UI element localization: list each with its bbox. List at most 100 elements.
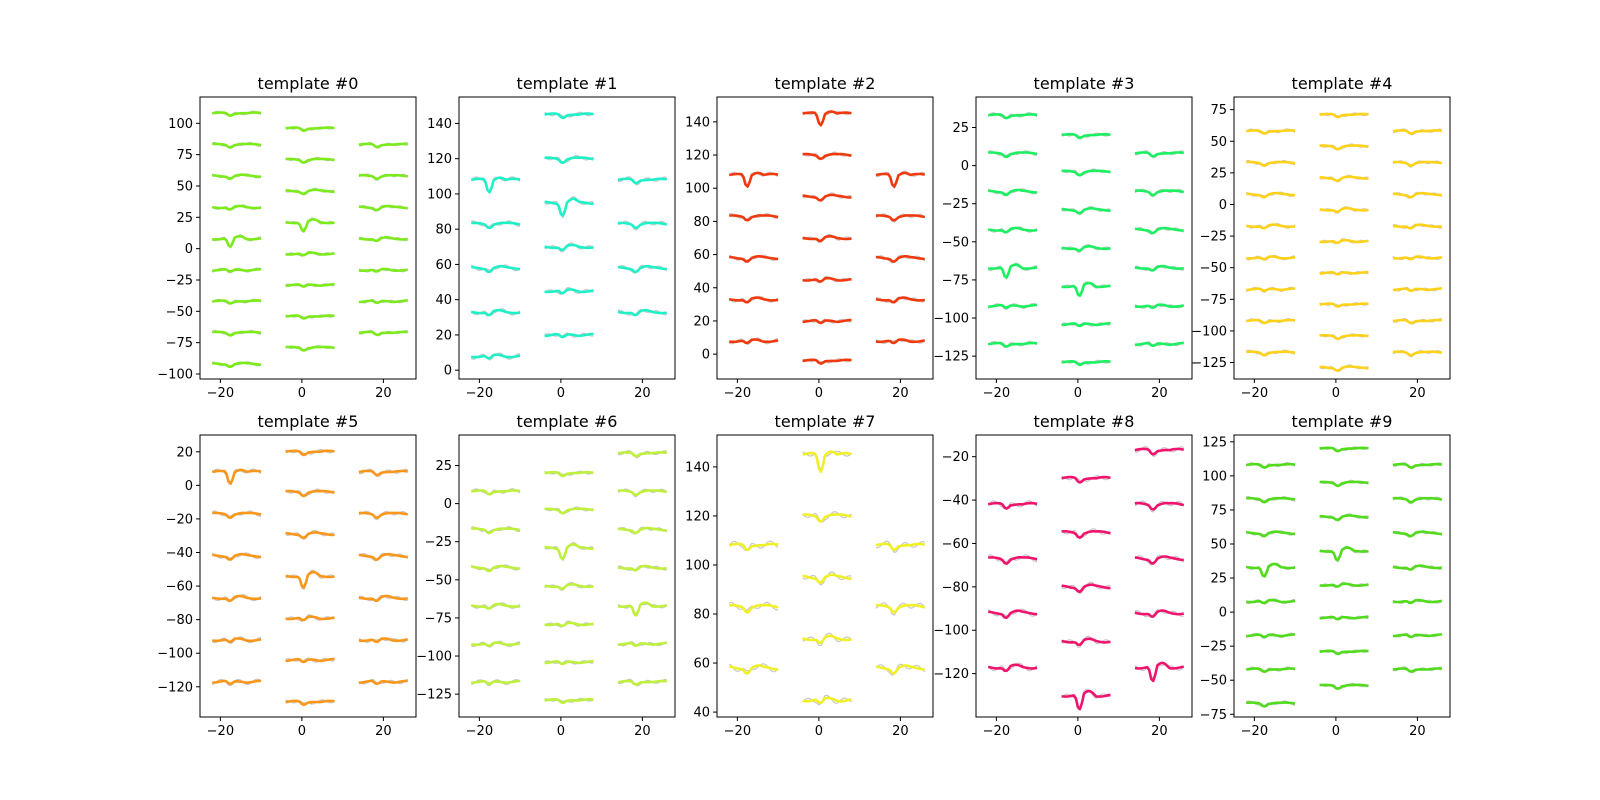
waveform-template-trace bbox=[1246, 462, 1296, 469]
waveform-template-trace bbox=[802, 276, 852, 283]
y-tick-label: 100 bbox=[685, 182, 710, 197]
waveform-template-trace bbox=[212, 299, 262, 305]
waveform-template-trace bbox=[1061, 245, 1111, 252]
axes-frame bbox=[199, 96, 417, 380]
waveform-template-trace bbox=[212, 552, 262, 561]
y-tick-label: 0 bbox=[1219, 606, 1227, 621]
waveform-template-trace bbox=[729, 664, 779, 675]
waveform-template-trace bbox=[1246, 562, 1296, 578]
waveform-template-trace bbox=[617, 526, 667, 535]
waveform-template-trace bbox=[617, 221, 668, 230]
waveform-template-trace bbox=[802, 193, 852, 202]
waveform-template-trace bbox=[1134, 609, 1184, 618]
x-tick-label: −20 bbox=[466, 724, 493, 739]
waveform-template-trace bbox=[471, 221, 521, 230]
waveform-template-trace bbox=[1134, 226, 1184, 235]
y-tick-label: −20 bbox=[166, 512, 193, 527]
waveform-sample-trace bbox=[875, 663, 926, 677]
waveform-template-trace bbox=[802, 152, 852, 161]
waveform-template-trace bbox=[1319, 144, 1369, 151]
y-tick-label: 100 bbox=[168, 117, 193, 132]
y-tick-label: 80 bbox=[693, 608, 710, 623]
waveform-template-trace bbox=[729, 254, 779, 263]
waveform-template-trace bbox=[729, 603, 779, 614]
waveform-template-trace bbox=[1392, 223, 1442, 230]
waveform-template-trace bbox=[617, 177, 667, 185]
waveform-template-trace bbox=[1134, 189, 1184, 197]
waveform-template-trace bbox=[1134, 264, 1184, 272]
waveform-template-trace bbox=[617, 601, 668, 617]
x-tick-label: 0 bbox=[557, 386, 565, 401]
y-tick-label: 75 bbox=[176, 148, 193, 163]
waveform-template-trace bbox=[1134, 661, 1185, 683]
waveform-template-trace bbox=[1392, 633, 1442, 639]
waveform-template-trace bbox=[471, 176, 521, 194]
subplot-2: template #2 −20 0 20 0 20 40 60 80 100 120 140 bbox=[685, 74, 934, 401]
waveform-template-trace bbox=[1392, 160, 1442, 167]
x-tick-label: 20 bbox=[1151, 724, 1168, 739]
waveform-template-trace bbox=[1246, 223, 1296, 230]
waveform-template-trace bbox=[1061, 207, 1111, 215]
waveform-sample-trace bbox=[1061, 688, 1111, 711]
y-tick-label: −25 bbox=[166, 273, 193, 288]
x-tick-label: −20 bbox=[1241, 386, 1268, 401]
subplot-title: template #2 bbox=[775, 74, 876, 93]
subplot-9: template #9 −20 0 20 −75 −50 −25 0 25 50 75 100 125 bbox=[1200, 412, 1451, 739]
y-tick-label: 100 bbox=[1202, 469, 1227, 484]
x-tick-label: 0 bbox=[1074, 386, 1082, 401]
y-tick-label: −100 bbox=[416, 650, 452, 665]
waveform-template-trace bbox=[285, 449, 335, 457]
y-tick-label: −50 bbox=[166, 305, 193, 320]
y-tick-label: −100 bbox=[157, 647, 193, 662]
waveform-template-trace bbox=[358, 299, 408, 305]
waveform-template-trace bbox=[1246, 287, 1296, 293]
waveform-template-trace bbox=[1246, 598, 1296, 605]
y-tick-label: −100 bbox=[1191, 324, 1227, 339]
x-tick-label: −20 bbox=[207, 386, 234, 401]
waveform-template-trace bbox=[1061, 475, 1111, 484]
y-tick-label: −75 bbox=[425, 611, 452, 626]
waveform-template-trace bbox=[875, 296, 925, 304]
x-tick-label: −20 bbox=[724, 386, 751, 401]
y-tick-label: −60 bbox=[942, 537, 969, 552]
y-tick-label: 75 bbox=[1210, 503, 1227, 518]
waveform-template-trace bbox=[358, 142, 408, 149]
subplot-8: template #8 −20 0 20 −120 −100 −80 −60 −40 −20 bbox=[933, 412, 1193, 739]
y-tick-label: −75 bbox=[1200, 708, 1227, 723]
waveform-template-trace bbox=[1246, 667, 1296, 674]
y-tick-label: 0 bbox=[185, 242, 193, 257]
y-tick-label: 20 bbox=[176, 445, 193, 460]
waveform-template-trace bbox=[875, 254, 925, 263]
waveform-template-trace bbox=[988, 555, 1038, 566]
waveform-template-trace bbox=[802, 110, 852, 127]
waveform-template-trace bbox=[285, 699, 335, 707]
y-tick-label: 50 bbox=[1210, 537, 1227, 552]
waveform-template-trace bbox=[285, 657, 335, 664]
y-tick-label: −25 bbox=[1200, 230, 1227, 245]
waveform-template-trace bbox=[471, 489, 521, 496]
waveform-template-trace bbox=[285, 251, 335, 257]
waveform-template-trace bbox=[212, 468, 262, 486]
waveform-template-trace bbox=[1246, 191, 1296, 199]
waveform-template-trace bbox=[802, 234, 852, 243]
x-tick-label: −20 bbox=[983, 724, 1010, 739]
waveform-template-trace bbox=[471, 602, 521, 610]
waveform-template-trace bbox=[802, 696, 852, 705]
waveform-template-trace bbox=[1061, 321, 1111, 328]
waveform-template-trace bbox=[1319, 365, 1369, 372]
y-tick-label: 80 bbox=[693, 215, 710, 230]
waveform-template-trace bbox=[617, 489, 667, 497]
waveform-template-trace bbox=[358, 469, 408, 477]
y-tick-label: 0 bbox=[444, 497, 452, 512]
y-tick-label: 40 bbox=[435, 293, 452, 308]
waveform-template-trace bbox=[1392, 598, 1442, 605]
waveform-template-trace bbox=[875, 603, 926, 614]
waveform-template-trace bbox=[1061, 529, 1111, 540]
waveform-sample-trace bbox=[358, 678, 409, 685]
waveform-template-trace bbox=[1319, 683, 1369, 691]
waveform-template-trace bbox=[1061, 359, 1111, 367]
waveform-template-trace bbox=[1319, 333, 1369, 341]
waveform-template-trace bbox=[1134, 447, 1184, 456]
subplot-6: template #6 −20 0 20 −125 −100 −75 −50 −25 0 25 bbox=[416, 412, 676, 739]
y-tick-label: 0 bbox=[702, 348, 710, 363]
